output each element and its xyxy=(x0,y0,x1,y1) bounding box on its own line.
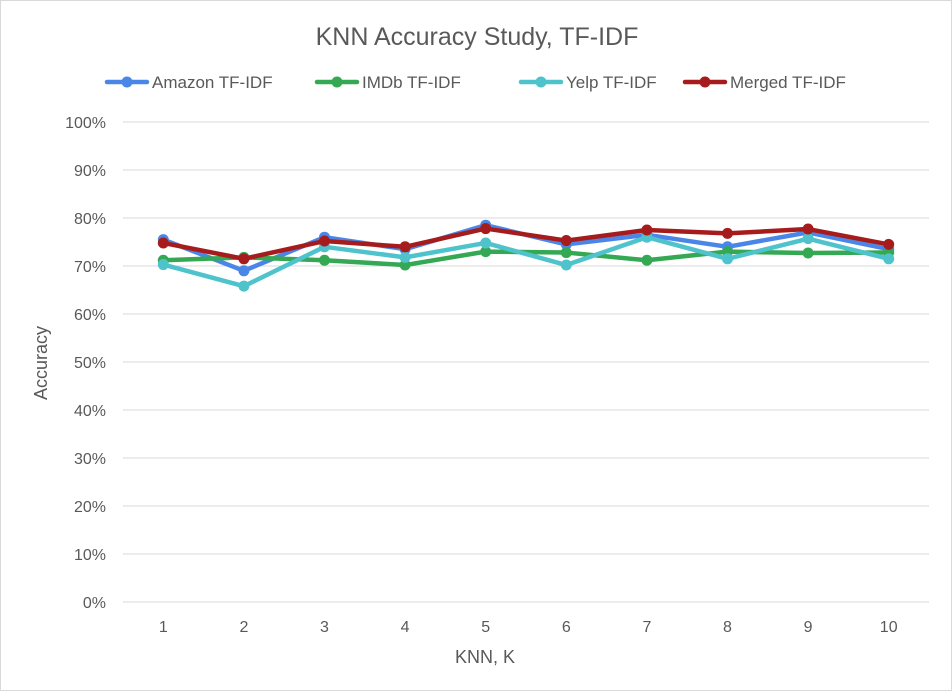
data-point xyxy=(399,259,411,271)
x-tick-label: 4 xyxy=(401,619,410,636)
y-tick-label: 70% xyxy=(74,259,106,276)
legend-label: IMDb TF-IDF xyxy=(362,73,461,92)
data-point xyxy=(319,254,330,266)
series-line xyxy=(161,234,891,289)
data-point xyxy=(480,223,492,235)
y-tick-label: 10% xyxy=(74,547,106,564)
y-tick-label: 30% xyxy=(74,451,106,468)
legend-label: Yelp TF-IDF xyxy=(566,73,657,92)
legend-item: Amazon TF-IDF xyxy=(104,73,273,92)
series-line xyxy=(161,226,891,262)
x-tick-label: 1 xyxy=(159,619,168,636)
y-axis-title: Accuracy xyxy=(31,326,51,400)
y-tick-label: 40% xyxy=(74,403,106,420)
data-point xyxy=(641,254,653,266)
y-tick-label: 50% xyxy=(74,355,106,372)
data-point xyxy=(802,247,814,259)
y-tick-label: 100% xyxy=(65,115,106,132)
data-point xyxy=(560,235,572,247)
x-axis-ticks: 1 2 3 4 5 6 7 8 9 10 xyxy=(159,619,898,636)
data-point xyxy=(560,259,572,271)
y-axis-ticks: 0% 10% 20% 30% 40% 50% 60% 70% 80% 90% 100% xyxy=(65,115,106,612)
series-merged-tf-idf xyxy=(157,223,895,265)
data-point xyxy=(157,237,169,249)
data-point xyxy=(238,253,250,265)
legend-item: Merged TF-IDF xyxy=(682,73,846,92)
y-tick-label: 60% xyxy=(74,307,106,324)
x-axis-title: KNN, K xyxy=(455,647,515,667)
data-point xyxy=(399,251,411,263)
y-tick-label: 20% xyxy=(74,499,106,516)
x-tick-label: 2 xyxy=(239,619,248,636)
legend-item: IMDb TF-IDF xyxy=(314,73,461,92)
x-tick-label: 3 xyxy=(320,619,329,636)
x-tick-label: 9 xyxy=(804,619,813,636)
y-tick-label: 0% xyxy=(83,595,106,612)
data-point xyxy=(480,237,492,249)
data-point xyxy=(238,265,250,277)
data-point xyxy=(560,247,572,259)
series-layer xyxy=(157,219,895,292)
data-point xyxy=(802,233,814,245)
gridlines xyxy=(123,121,929,603)
y-tick-label: 90% xyxy=(74,163,106,180)
x-tick-label: 8 xyxy=(723,619,732,636)
legend: Amazon TF-IDF IMDb TF-IDF Yelp TF-IDF Merge… xyxy=(104,73,846,92)
data-point xyxy=(157,259,169,271)
legend-swatch-marker xyxy=(699,76,711,88)
x-tick-label: 5 xyxy=(481,619,490,636)
y-tick-label: 80% xyxy=(74,211,106,228)
series-imdb-tf-idf xyxy=(157,246,895,271)
series-yelp-tf-idf xyxy=(157,231,895,292)
legend-swatch-marker xyxy=(331,76,343,88)
legend-swatch-marker xyxy=(121,76,133,88)
data-point xyxy=(883,253,895,265)
data-point xyxy=(722,253,733,265)
data-point xyxy=(641,224,653,236)
legend-swatch-marker xyxy=(535,76,547,88)
chart-title: KNN Accuracy Study, TF-IDF xyxy=(316,23,639,51)
x-tick-label: 10 xyxy=(880,619,898,636)
data-point xyxy=(480,246,492,258)
data-point xyxy=(883,238,895,250)
legend-label: Merged TF-IDF xyxy=(730,73,846,92)
legend-label: Amazon TF-IDF xyxy=(152,73,273,92)
data-point xyxy=(722,227,733,239)
data-point xyxy=(319,235,330,247)
x-tick-label: 6 xyxy=(562,619,571,636)
x-tick-label: 7 xyxy=(642,619,651,636)
legend-item: Yelp TF-IDF xyxy=(518,73,657,92)
data-point xyxy=(399,241,411,253)
data-point xyxy=(238,280,250,292)
data-point xyxy=(802,223,814,235)
